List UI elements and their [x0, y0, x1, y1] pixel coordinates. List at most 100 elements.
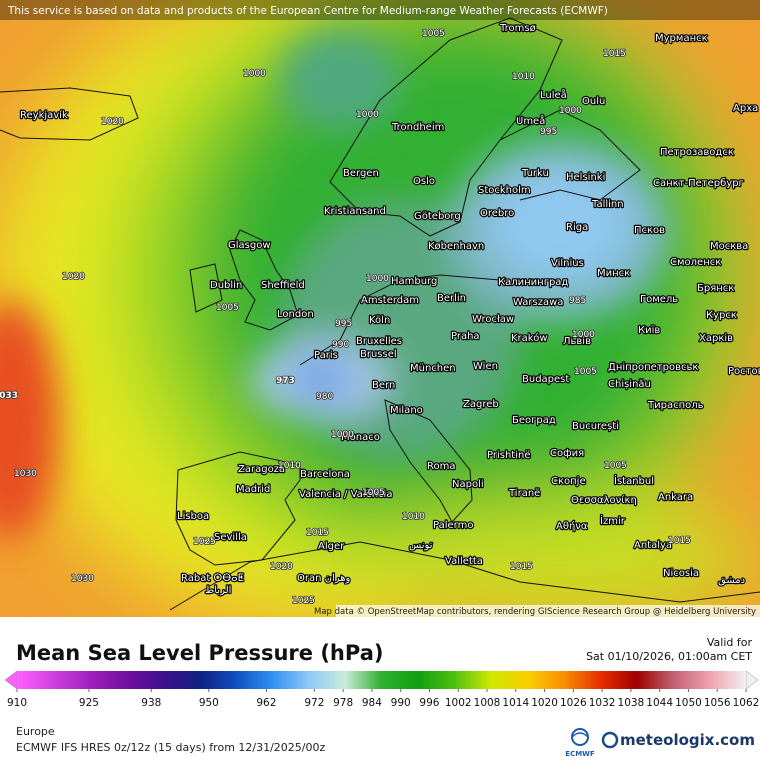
- isobar-label: 1020: [270, 562, 293, 572]
- place-label: Turku: [521, 168, 549, 179]
- place-label: Sevilla: [214, 532, 247, 543]
- place-label: Alger: [318, 541, 345, 552]
- place-label: Гомель: [640, 294, 678, 305]
- colorbar-tick-label: 1002: [445, 697, 472, 709]
- place-label: Rabat ⵔⴱⴰⵟ: [181, 573, 244, 584]
- place-label: İzmir: [600, 514, 626, 527]
- coastlines: [0, 17, 760, 611]
- place-label: Valletta: [445, 556, 483, 567]
- colorbar-tick-label: 1056: [704, 697, 731, 709]
- isobar-label: 1010: [512, 72, 535, 82]
- place-label: Калининград: [498, 277, 568, 288]
- place-label: București: [572, 421, 619, 432]
- place-label: Wien: [473, 361, 498, 372]
- place-label: Oran وهران: [297, 573, 351, 584]
- place-label: Budapest: [522, 374, 569, 385]
- isobar-label: 1020: [62, 272, 85, 282]
- place-label: Wrocław: [472, 314, 514, 325]
- colorbar-tick-label: 1050: [675, 697, 702, 709]
- place-label: Минск: [597, 268, 630, 279]
- place-label: Tallinn: [591, 199, 624, 210]
- colorbar-tick-label: 996: [419, 697, 439, 709]
- place-label: Харків: [699, 332, 733, 344]
- colorbar-tick-label: 1032: [589, 697, 616, 709]
- place-label: Tiranë: [508, 488, 540, 499]
- isobar-label: 995: [335, 319, 352, 329]
- place-labels: Reykjavík Tromsø Мурманск Luleå Oulu Umeå Tron…: [19, 22, 760, 597]
- place-label: Milano: [390, 405, 423, 416]
- place-label: Ростов: [728, 366, 760, 377]
- place-label: Αθήνα: [556, 520, 588, 532]
- isobar-label: 1030: [71, 574, 94, 584]
- place-label: الرباط: [205, 585, 231, 596]
- place-label: تونس: [409, 540, 433, 551]
- place-label: København: [428, 241, 484, 252]
- colorbar-tick-label: 962: [256, 697, 276, 709]
- isobar-label: 1015: [306, 528, 329, 538]
- valid-label: Valid for: [707, 636, 753, 649]
- place-label: Kristiansand: [324, 206, 386, 217]
- place-label: Madrid: [236, 484, 270, 495]
- place-label: Köln: [369, 315, 390, 326]
- colorbar-tick-label: 978: [333, 697, 353, 709]
- isobar-label: 1005: [216, 303, 239, 313]
- region: Europe: [16, 725, 55, 738]
- isobar-label: 1000: [559, 106, 582, 116]
- isobar-label: 1000: [356, 110, 379, 120]
- isobar-label: 990: [332, 340, 349, 350]
- isobar-label: 1015: [603, 49, 626, 59]
- place-label: Valencia / València: [299, 488, 392, 500]
- colorbar-tick-label: 984: [362, 697, 382, 709]
- colorbar-tick-label: 1008: [474, 697, 501, 709]
- place-label: Zaragoza: [238, 464, 285, 475]
- isobar-label: 1033: [0, 391, 18, 401]
- place-label: Riga: [566, 222, 588, 233]
- brand[interactable]: meteologix.com: [601, 731, 755, 749]
- place-label: Oulu: [582, 96, 605, 107]
- place-label: Napoli: [452, 479, 484, 490]
- place-label: София: [550, 448, 584, 459]
- model-info: ECMWF IFS HRES 0z/12z (15 days) from 12/…: [16, 741, 326, 754]
- isobar-label: 1000: [572, 330, 595, 340]
- place-label: İstanbul: [614, 474, 654, 487]
- colorbar-tick-label: 950: [199, 697, 219, 709]
- place-label: Göteborg: [414, 211, 461, 222]
- place-label: Ankara: [658, 492, 693, 503]
- header-bar: [0, 0, 760, 20]
- brand-name[interactable]: meteologix.com: [620, 731, 755, 749]
- isobar-label: 1025: [292, 596, 315, 606]
- isobar-labels: 1005 1000 1010 1015 1020 1000 995 1000 1020 1000 1…: [0, 28, 692, 607]
- map-attribution: Map data © OpenStreetMap contributors, r…: [314, 607, 756, 617]
- place-label: Zagreb: [463, 399, 499, 410]
- place-label: Львів: [563, 335, 591, 347]
- isobar-label: 1025: [193, 537, 216, 547]
- place-label: Helsinki: [566, 172, 605, 183]
- isobar-label: 1015: [510, 562, 533, 572]
- place-label: Warszawa: [513, 297, 563, 308]
- place-label: Orebro: [480, 208, 514, 219]
- place-label: Тирасполь: [647, 400, 704, 411]
- isobar-label: 1005: [422, 29, 445, 39]
- place-label: Kraków: [511, 332, 548, 344]
- legend-title: Mean Sea Level Pressure (hPa): [16, 641, 383, 665]
- place-label: Umeå: [516, 114, 545, 127]
- place-label: Prishtinë: [487, 450, 530, 461]
- isobar-label: 1005: [362, 488, 385, 498]
- colorbar-gradient: [17, 671, 746, 689]
- place-label: München: [410, 363, 456, 374]
- place-label: Bruxelles: [356, 336, 402, 347]
- place-label: Tromsø: [499, 23, 536, 34]
- colorbar-tick-label: 1020: [531, 697, 558, 709]
- place-label: Београд: [512, 415, 556, 426]
- valid-time: Sat 01/10/2026, 01:00am CET: [586, 650, 752, 663]
- place-label: Vilnius: [551, 258, 584, 269]
- colorbar-tick-label: 1014: [502, 697, 529, 709]
- colorbar: 910 925 938 950 962 972 978 984 990 996 1002 1008 10…: [4, 670, 759, 709]
- place-label: Bern: [372, 380, 395, 391]
- colorbar-tick-label: 1038: [618, 697, 645, 709]
- isobar-label: 1010: [402, 512, 425, 522]
- isobar-label: 1000: [331, 430, 354, 440]
- colorbar-tick-label: 1026: [560, 697, 587, 709]
- place-label: Курск: [706, 310, 737, 321]
- colorbar-tick-label: 938: [141, 697, 161, 709]
